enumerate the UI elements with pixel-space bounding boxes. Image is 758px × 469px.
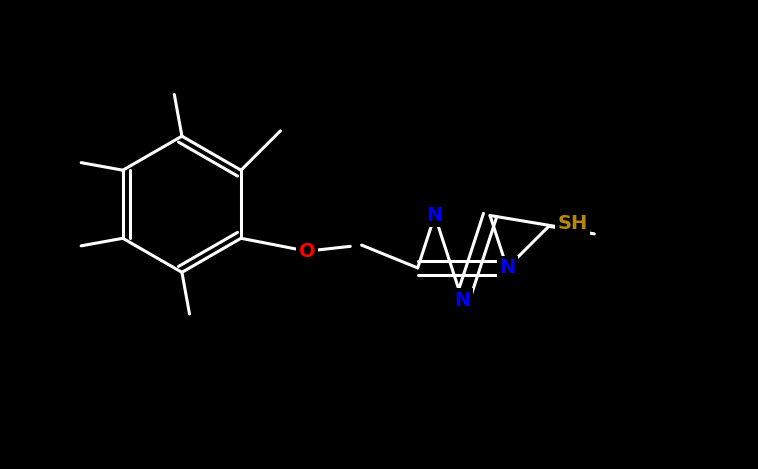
Text: SH: SH (557, 214, 587, 233)
Text: O: O (299, 242, 315, 261)
Text: N: N (454, 291, 471, 310)
Text: N: N (427, 206, 443, 225)
Text: N: N (499, 258, 515, 277)
